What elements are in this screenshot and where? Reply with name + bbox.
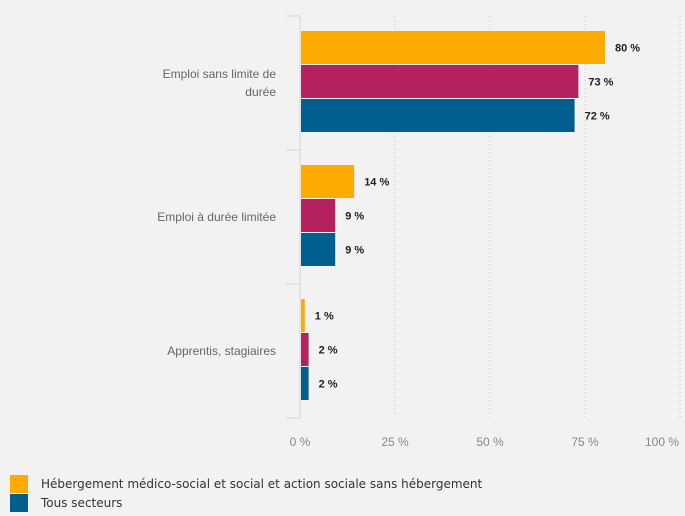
- data-label-series-2-category-1: 9 %: [345, 245, 364, 257]
- x-tick-label-75: 75 %: [571, 435, 599, 449]
- data-label-series-1-category-0: 73 %: [588, 77, 613, 89]
- legend-swatch-hebergement: [10, 474, 28, 493]
- legend-item-hebergement[interactable]: Hébergement médico-social et social et a…: [10, 474, 482, 493]
- legend: Hébergement médico-social et social et a…: [10, 474, 482, 512]
- category-label-2: Apprentis, stagiaires: [167, 344, 276, 358]
- category-label-0-line-1: durée: [245, 85, 276, 99]
- data-label-series-0-category-2: 1 %: [315, 311, 334, 323]
- x-tick-label-25: 25 %: [381, 435, 409, 449]
- data-label-series-1-category-1: 9 %: [345, 211, 364, 223]
- legend-item-tous-secteurs[interactable]: Tous secteurs: [10, 493, 482, 512]
- bar-series-1-category-2: [301, 333, 309, 366]
- bar-series-2-category-2: [301, 367, 309, 400]
- bar-series-1-category-1: [301, 199, 336, 232]
- bar-series-0-category-2: [301, 299, 305, 332]
- x-tick-label-0: 0 %: [290, 435, 311, 449]
- data-label-series-1-category-2: 2 %: [319, 345, 338, 357]
- data-label-series-2-category-2: 2 %: [319, 379, 338, 391]
- bar-series-2-category-1: [301, 233, 336, 266]
- bar-series-0-category-1: [301, 165, 355, 198]
- bar-series-2-category-0: [301, 99, 575, 132]
- category-label-0-line-0: Emploi sans limite de: [163, 67, 277, 81]
- x-tick-label-100: 100 %: [645, 435, 679, 449]
- legend-label-hebergement: Hébergement médico-social et social et a…: [41, 476, 483, 491]
- category-label-1: Emploi à durée limitée: [157, 210, 276, 224]
- data-label-series-0-category-0: 80 %: [615, 43, 640, 55]
- bar-chart: Emploi sans limite de durée Emploi à durée…: [157, 15, 681, 449]
- legend-label-tous-secteurs: Tous secteurs: [41, 495, 123, 510]
- x-tick-label-50: 50 %: [476, 435, 504, 449]
- bar-series-0-category-0: [301, 31, 605, 64]
- bar-series-1-category-0: [301, 65, 579, 98]
- data-label-series-2-category-0: 72 %: [585, 111, 610, 123]
- legend-swatch-tous-secteurs: [10, 493, 28, 512]
- data-label-series-0-category-1: 14 %: [364, 177, 389, 189]
